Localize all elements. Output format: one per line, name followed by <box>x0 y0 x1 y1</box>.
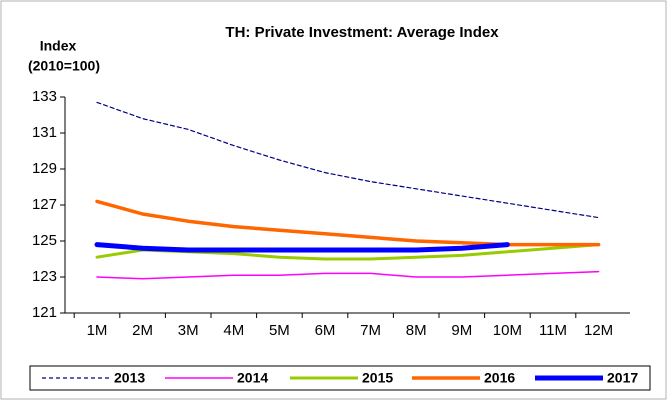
y-axis-label: (2010=100) <box>28 58 100 74</box>
x-tick-label: 12M <box>584 322 613 339</box>
y-tick-label: 129 <box>32 160 57 177</box>
legend-label: 2016 <box>484 370 515 386</box>
x-tick-label: 10M <box>493 322 522 339</box>
series-line <box>96 101 600 219</box>
y-tick-label: 127 <box>32 196 57 213</box>
y-tick-label: 125 <box>32 232 57 249</box>
x-tick-label: 7M <box>360 322 381 339</box>
y-axis-label: Index <box>40 38 77 54</box>
legend-label: 2013 <box>114 370 145 386</box>
x-tick-label: 6M <box>315 322 336 339</box>
chart-title: TH: Private Investment: Average Index <box>225 24 499 41</box>
x-tick-label: 1M <box>87 322 108 339</box>
legend-label: 2015 <box>362 370 393 386</box>
series-line <box>96 270 600 280</box>
legend-label: 2017 <box>607 370 638 386</box>
y-tick-label: 131 <box>32 124 57 141</box>
y-tick-label: 133 <box>32 88 57 105</box>
x-tick-label: 8M <box>406 322 427 339</box>
x-tick-label: 5M <box>269 322 290 339</box>
x-tick-label: 3M <box>178 322 199 339</box>
series-line <box>94 242 510 253</box>
x-tick-label: 2M <box>132 322 153 339</box>
x-tick-label: 11M <box>539 322 567 339</box>
x-tick-label: 9M <box>451 322 472 339</box>
series-line <box>95 199 601 247</box>
legend-box <box>29 365 651 391</box>
x-tick-label: 4M <box>223 322 244 339</box>
legend-label: 2014 <box>237 370 268 386</box>
y-tick-label: 123 <box>32 268 57 285</box>
y-tick-label: 121 <box>32 304 57 321</box>
